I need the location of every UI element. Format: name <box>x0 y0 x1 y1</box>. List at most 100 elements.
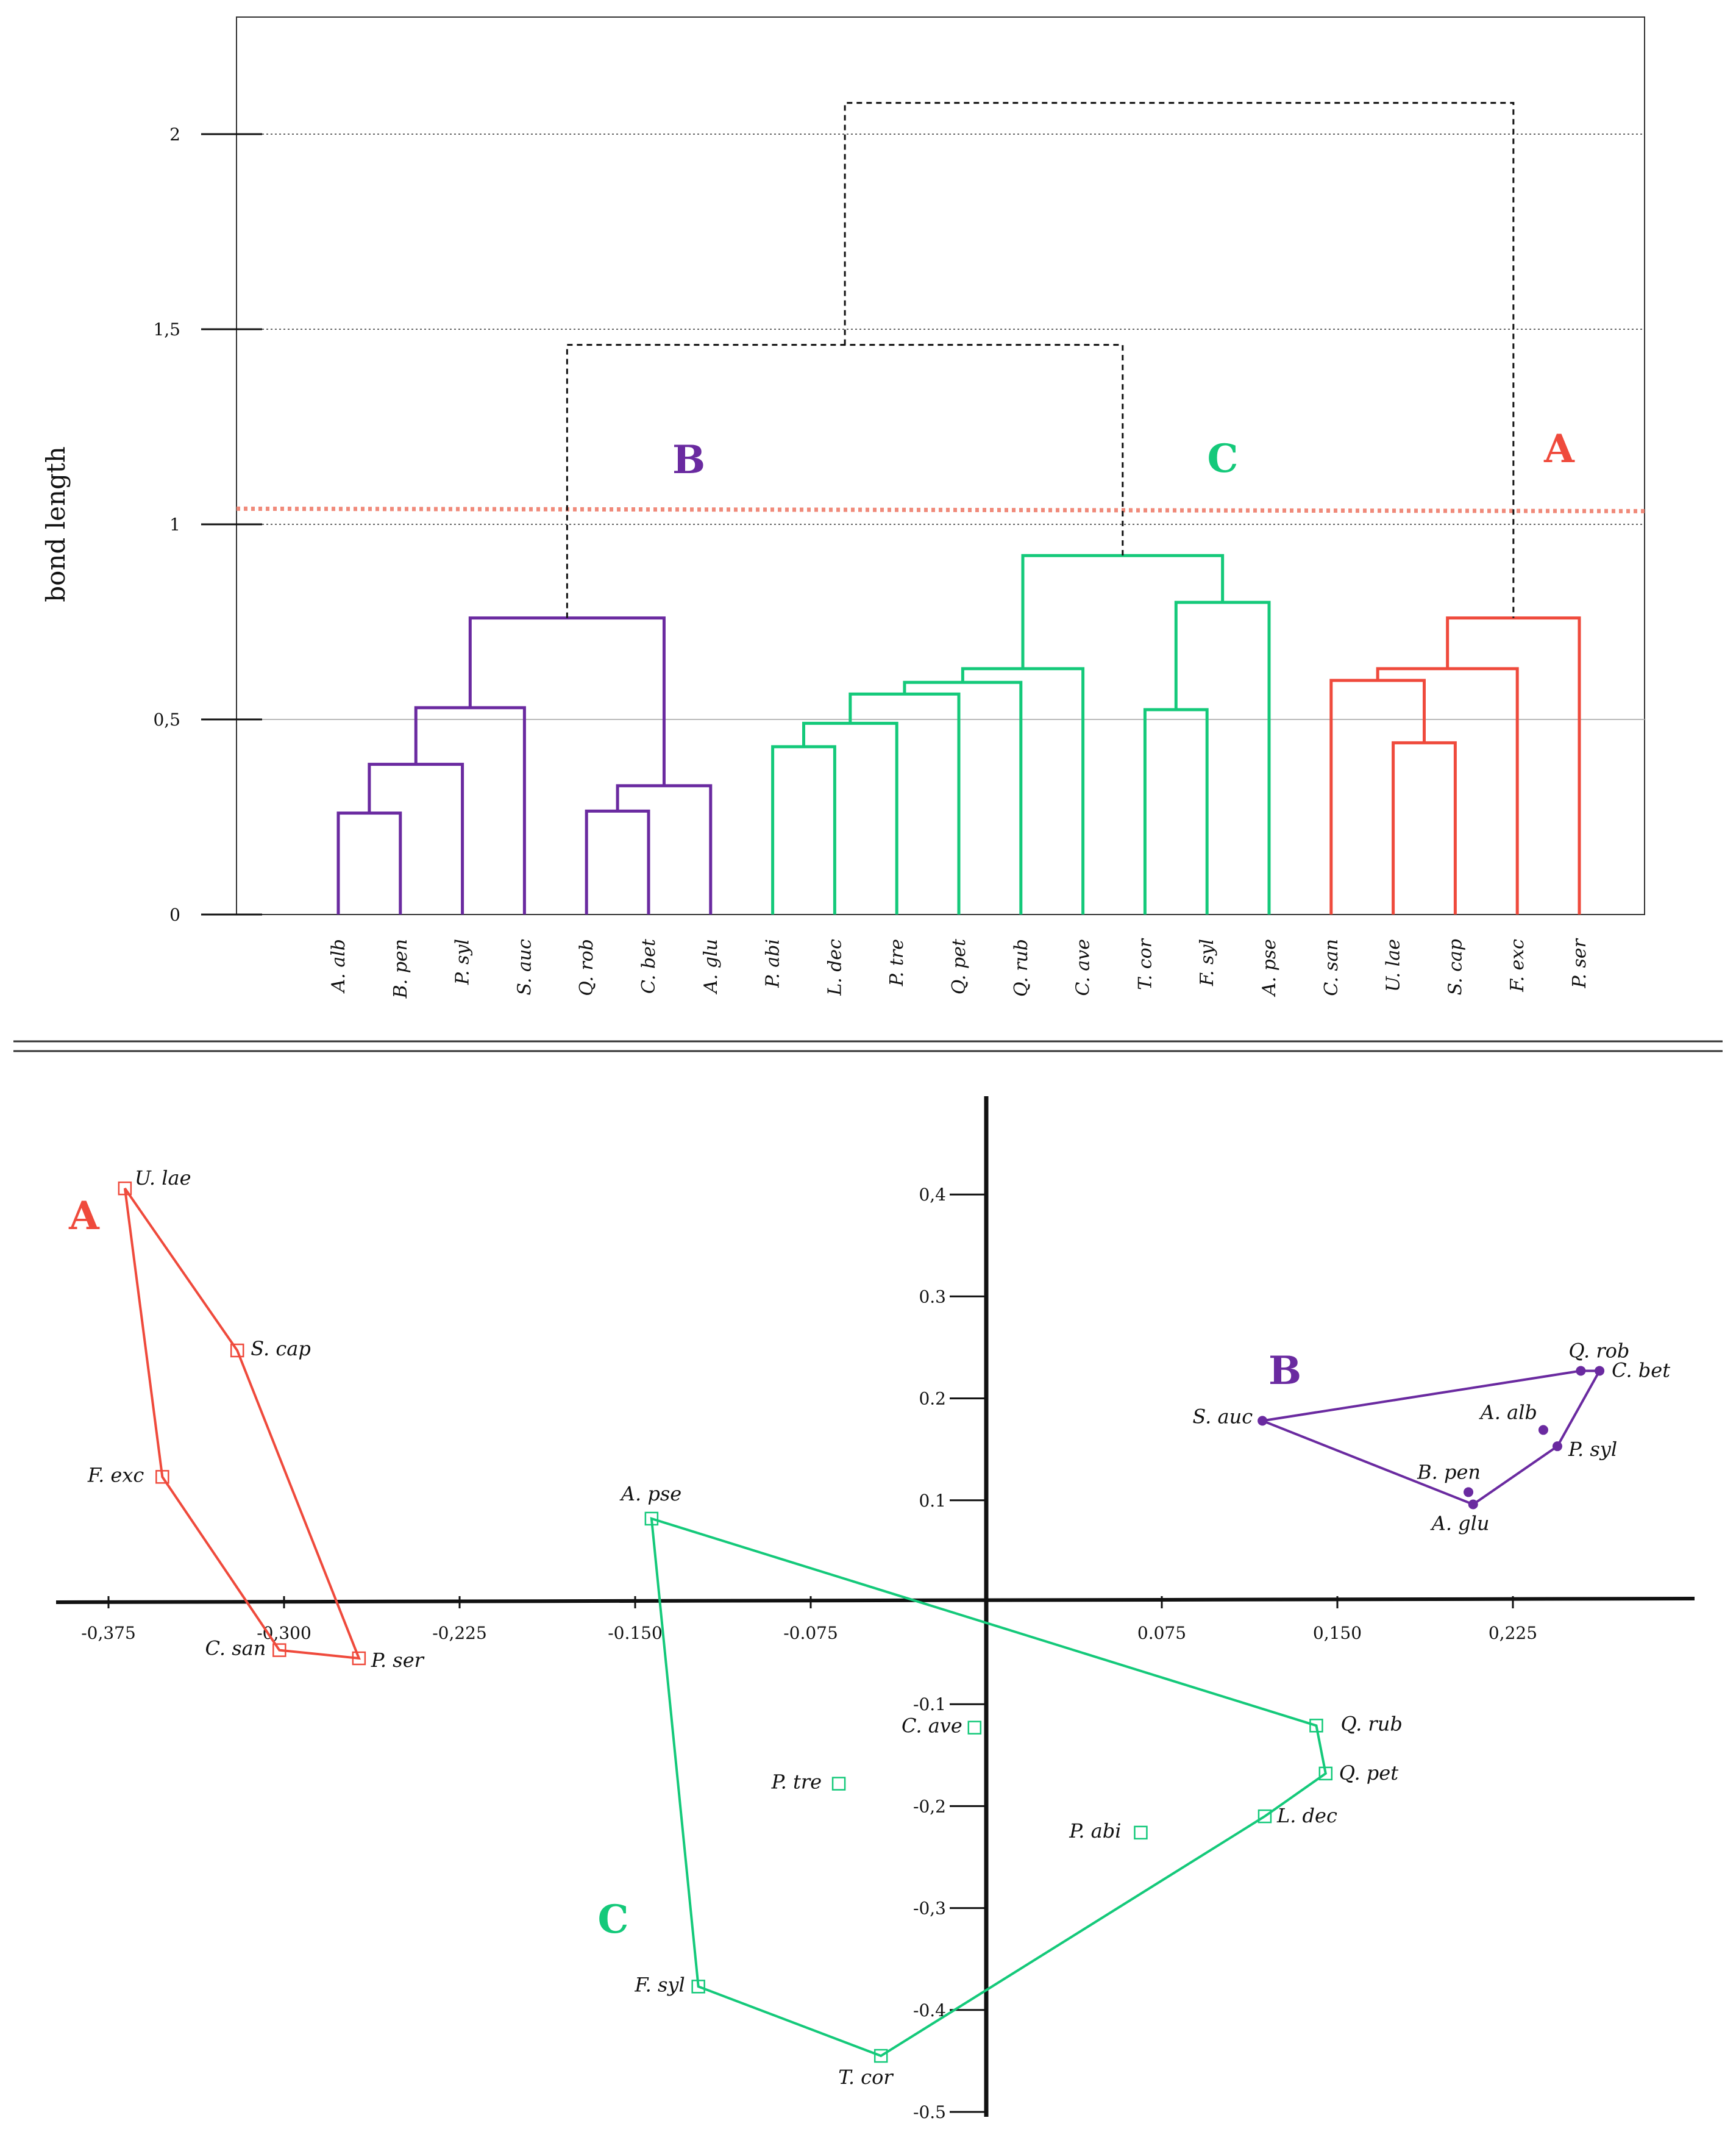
dendrogram-branch-10 <box>961 667 1085 915</box>
ordination-x-tick-label: 0,150 <box>1313 1623 1362 1643</box>
dendrogram-branch-1 <box>368 763 464 915</box>
ordination-group-label-a: A <box>68 1193 100 1239</box>
point-label-c-ave: C. ave <box>902 1714 962 1738</box>
point-f-exc <box>155 1470 169 1484</box>
point-label-p-syl: P. syl <box>1568 1438 1617 1461</box>
dendrogram-branch-18 <box>566 344 1124 618</box>
dendrogram-branch-7 <box>802 721 898 915</box>
ordination-y-tick-label: -0,3 <box>913 1899 946 1919</box>
point-label-a-alb: A. alb <box>1479 1400 1537 1424</box>
cluster-cut-line <box>236 506 1645 513</box>
point-label-s-cap: S. cap <box>251 1337 311 1360</box>
leaf-label-l-dec: L. dec <box>824 939 845 996</box>
ordination-hulls <box>123 1188 1602 2058</box>
leaf-label-q-rob: Q. rob <box>576 939 597 996</box>
hull-group-b <box>1258 1369 1602 1506</box>
dendrogram-frame <box>236 16 1645 915</box>
point-label-u-lae: U. lae <box>135 1166 191 1189</box>
ordination-y-tick-label: 0.1 <box>919 1491 946 1511</box>
point-s-cap <box>230 1343 244 1358</box>
dendrogram-branch-15 <box>1329 679 1426 915</box>
leaf-label-p-tre: P. tre <box>886 939 908 986</box>
dendrogram-branch-3 <box>585 809 650 915</box>
point-p-ser <box>352 1651 366 1666</box>
point-label-a-glu: A. glu <box>1430 1511 1490 1535</box>
dendrogram-branch-19 <box>844 102 1515 618</box>
point-c-bet <box>1595 1366 1605 1376</box>
leaf-label-f-exc: F. exc <box>1507 939 1528 993</box>
ordination-x-tick-label: 0.075 <box>1137 1623 1186 1643</box>
point-q-rob <box>1576 1366 1586 1376</box>
ordination-x-tick-label: -0.075 <box>783 1623 838 1643</box>
leaf-label-a-pse: A. pse <box>1259 939 1280 997</box>
dendrogram-branch-11 <box>1143 708 1209 915</box>
ordination-panel: -0,375 -0,300 -0,225 -0.150 -0.075 0.075 0,150… <box>55 1096 1695 2122</box>
dendrogram-branch-14 <box>1392 741 1457 915</box>
dendrogram-group-label-c: C <box>1208 436 1239 482</box>
ordination-points: U. lae S. cap F. exc C. san P. ser S. auc Q. r… <box>87 1166 1670 2089</box>
dendrogram-branch-4 <box>616 784 713 915</box>
point-label-b-pen: B. pen <box>1417 1460 1481 1483</box>
point-label-s-auc: S. auc <box>1192 1405 1253 1428</box>
point-a-pse <box>644 1511 659 1526</box>
ordination-x-tick-label: 0,225 <box>1489 1623 1537 1643</box>
leaf-label-s-cap: S. cap <box>1445 939 1466 995</box>
dendrogram-gridlines <box>237 134 1645 720</box>
point-label-q-rob: Q. rob <box>1568 1339 1629 1362</box>
leaf-label-c-ave: C. ave <box>1073 939 1094 996</box>
point-b-pen <box>1464 1487 1474 1497</box>
dendrogram-branch-16 <box>1376 667 1519 915</box>
point-f-syl <box>691 1980 705 1994</box>
leaf-label-p-abi: P. abi <box>763 939 784 988</box>
leaf-label-p-ser: P. ser <box>1569 938 1590 988</box>
dendrogram-branch-17 <box>1446 616 1581 915</box>
point-s-auc <box>1258 1416 1268 1426</box>
dendrogram-y-tick-label: 0,5 <box>153 710 180 730</box>
leaf-label-t-cor: T. cor <box>1134 938 1156 990</box>
point-label-q-rub: Q. rub <box>1340 1712 1402 1735</box>
ordination-y-tick-label: -0.5 <box>913 2102 946 2122</box>
point-label-a-pse: A. pse <box>619 1482 681 1505</box>
dendrogram-branch-6 <box>771 745 836 915</box>
point-label-p-abi: P. abi <box>1069 1819 1121 1842</box>
leaf-label-q-pet: Q. pet <box>948 938 970 994</box>
point-label-c-bet: C. bet <box>1612 1358 1670 1382</box>
point-l-dec <box>1258 1809 1272 1824</box>
dendrogram-branch-12 <box>1174 601 1271 915</box>
point-label-f-exc: F. exc <box>87 1463 144 1486</box>
point-c-san <box>272 1643 286 1657</box>
dendrogram-y-tick-label: 2 <box>169 124 180 144</box>
dendrogram-branch-5 <box>468 616 666 786</box>
dendrogram-branch-0 <box>336 811 402 915</box>
point-q-pet <box>1318 1766 1333 1781</box>
leaf-label-u-lae: U. lae <box>1383 939 1404 992</box>
point-p-tre <box>831 1777 846 1791</box>
ordination-x-tick-label: -0,300 <box>257 1623 311 1643</box>
point-label-p-tre: P. tre <box>771 1771 822 1794</box>
leaf-label-s-auc: S. auc <box>514 939 535 996</box>
dendrogram-branch-8 <box>848 692 961 915</box>
point-label-l-dec: L. dec <box>1276 1804 1337 1827</box>
point-p-abi <box>1134 1825 1148 1840</box>
dendrogram-y-axis-label: bond length <box>41 446 71 602</box>
point-c-ave <box>967 1721 982 1735</box>
ordination-x-tick-label: -0,375 <box>81 1623 136 1643</box>
point-label-c-san: C. san <box>205 1637 266 1660</box>
dendrogram-y-tick-label: 1 <box>169 515 180 535</box>
dendrogram-branch-13 <box>1021 554 1225 669</box>
dendrogram-branch-2 <box>414 706 526 915</box>
point-p-syl <box>1552 1441 1562 1452</box>
ordination-y-tick-label: 0.2 <box>919 1389 946 1409</box>
leaf-label-p-syl: P. syl <box>452 939 474 985</box>
point-label-p-ser: P. ser <box>371 1649 425 1672</box>
dendrogram-leaf-labels: A. alb B. pen P. syl S. auc Q. rob C. bet A. g… <box>328 938 1590 999</box>
leaf-label-a-alb: A. alb <box>328 939 349 994</box>
dendrogram-y-tick-label: 1,5 <box>153 319 180 340</box>
hull-group-a <box>123 1188 361 1660</box>
leaf-label-b-pen: B. pen <box>390 939 411 999</box>
dendrogram-y-tick-label: 0 <box>169 905 180 925</box>
point-q-rub <box>1309 1719 1323 1733</box>
point-label-q-pet: Q. pet <box>1339 1761 1398 1785</box>
point-label-t-cor: T. cor <box>838 2066 894 2089</box>
